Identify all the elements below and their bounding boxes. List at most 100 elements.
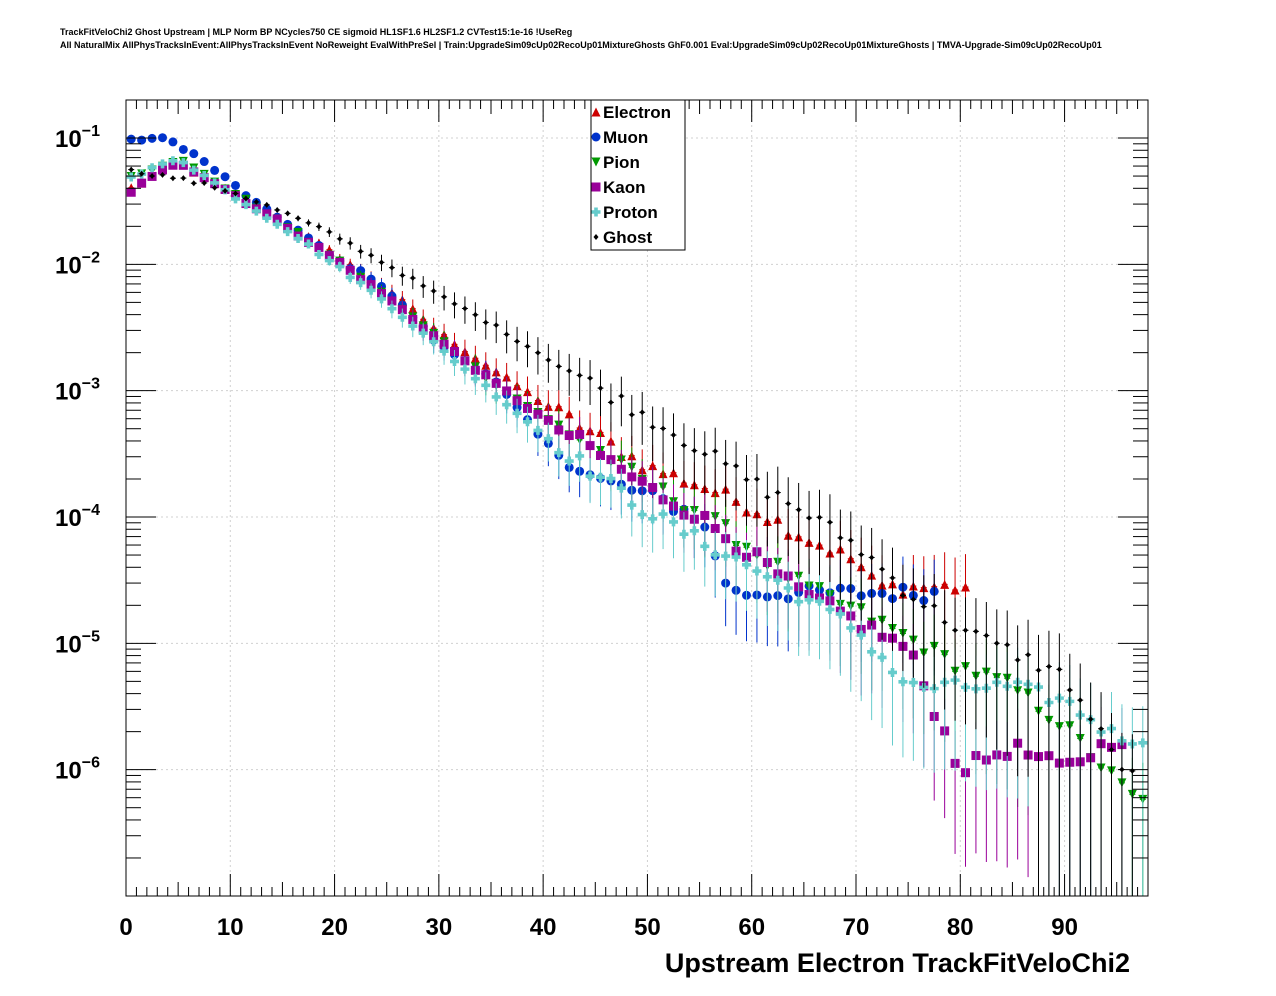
data-point: [710, 524, 720, 534]
data-point: [189, 165, 199, 175]
data-point: [220, 172, 230, 182]
data-point: [575, 430, 585, 440]
legend-marker-kaon: [591, 182, 601, 192]
data-point: [815, 596, 824, 606]
data-point: [867, 647, 877, 657]
data-point: [439, 346, 449, 356]
data-point: [835, 609, 845, 619]
data-point: [888, 667, 897, 677]
data-point: [201, 179, 207, 186]
data-point: [691, 447, 697, 454]
data-point: [345, 272, 355, 282]
data-point: [950, 585, 960, 595]
data-point: [921, 603, 927, 610]
data-point: [316, 223, 322, 230]
data-point: [1088, 716, 1094, 723]
legend-label-proton: Proton: [603, 203, 658, 222]
data-point: [387, 304, 397, 314]
data-point: [858, 551, 864, 558]
data-point: [712, 448, 718, 455]
data-point: [231, 194, 240, 204]
data-point: [1004, 641, 1010, 648]
data-point: [629, 411, 635, 418]
data-point: [543, 434, 553, 444]
data-point: [241, 200, 251, 210]
data-point: [963, 627, 968, 634]
data-point: [272, 214, 282, 224]
data-point: [431, 287, 437, 294]
data-point: [158, 159, 167, 169]
data-point: [379, 259, 384, 266]
data-point: [222, 187, 228, 194]
data-point: [596, 451, 605, 461]
data-point: [337, 235, 343, 242]
data-point: [368, 252, 374, 259]
data-point: [773, 575, 783, 585]
data-point: [785, 500, 791, 507]
data-point: [149, 173, 155, 180]
data-point: [199, 157, 209, 167]
legend-marker-pion: [591, 157, 601, 167]
data-point: [462, 305, 468, 312]
data-point: [470, 374, 480, 384]
data-point: [679, 529, 689, 539]
data-point: [472, 311, 478, 318]
data-point: [804, 595, 814, 605]
data-point: [481, 380, 491, 390]
data-point: [450, 356, 459, 366]
data-point: [669, 468, 678, 478]
data-point: [837, 534, 843, 541]
data-point: [180, 175, 186, 182]
data-point: [952, 627, 958, 634]
data-point: [637, 510, 647, 520]
data-point: [1129, 767, 1135, 774]
data-point: [1138, 738, 1148, 748]
data-point: [554, 402, 564, 412]
legend-label-muon: Muon: [603, 128, 648, 147]
data-point: [869, 554, 875, 561]
y-tick-label: 10−1: [55, 123, 100, 153]
series-layer: [126, 133, 1148, 896]
data-point: [1067, 687, 1073, 694]
data-point: [700, 541, 710, 551]
data-point: [940, 579, 950, 589]
data-point: [160, 171, 165, 178]
data-point: [147, 163, 157, 173]
legend-label-pion: Pion: [603, 153, 640, 172]
x-tick-label: 10: [217, 914, 244, 941]
data-point: [764, 494, 770, 501]
data-point: [608, 399, 614, 406]
data-point: [723, 460, 729, 467]
data-point: [1015, 656, 1021, 663]
data-point: [731, 552, 741, 562]
data-point: [1098, 725, 1104, 732]
data-point: [543, 415, 553, 425]
data-point: [126, 172, 136, 182]
data-point: [556, 363, 562, 370]
data-point: [452, 300, 457, 307]
x-tick-label: 0: [119, 914, 132, 941]
data-point: [994, 640, 1000, 647]
data-point: [564, 431, 574, 441]
series-kaon: [126, 160, 1127, 896]
y-tick-label: 10−4: [55, 502, 100, 532]
x-tick-label: 80: [947, 914, 974, 941]
data-point: [397, 312, 407, 322]
data-point: [306, 219, 311, 226]
data-point: [233, 190, 238, 197]
data-point: [293, 234, 303, 244]
data-point: [210, 178, 220, 188]
data-point: [794, 597, 804, 607]
x-tick-label: 70: [843, 914, 870, 941]
data-point: [399, 272, 405, 279]
data-point: [700, 510, 710, 520]
y-tick-label: 10−6: [55, 755, 100, 785]
data-point: [358, 248, 364, 255]
data-point: [942, 619, 948, 626]
data-point: [806, 515, 812, 522]
data-point: [410, 275, 416, 282]
data-point: [533, 425, 543, 435]
data-point: [658, 509, 668, 519]
data-point: [460, 364, 470, 374]
